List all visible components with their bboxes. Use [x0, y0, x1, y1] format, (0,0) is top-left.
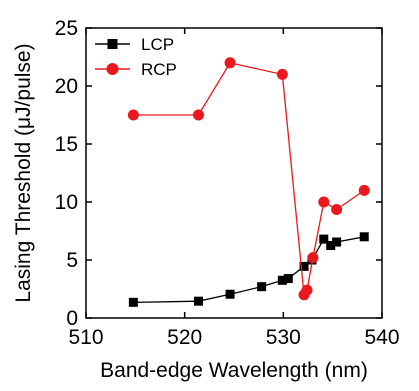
data-point-lcp — [128, 297, 138, 307]
y-tick-label: 0 — [66, 307, 78, 330]
y-tick-label: 5 — [66, 249, 78, 272]
data-point-lcp — [332, 237, 342, 247]
data-point-rcp — [358, 184, 370, 196]
data-point-rcp — [192, 109, 204, 121]
y-tick-label: 10 — [55, 191, 78, 214]
data-point-rcp — [224, 57, 236, 69]
y-axis-label: Lasing Threshold (μJ/pulse) — [12, 43, 35, 302]
data-point-lcp — [326, 241, 336, 250]
x-tick-label: 510 — [68, 326, 103, 349]
data-point-rcp — [276, 68, 288, 80]
data-point-lcp — [193, 296, 203, 306]
legend: LCP RCP — [95, 35, 177, 79]
x-axis-label: Band-edge Wavelength (nm) — [100, 359, 368, 382]
plot-frame — [85, 27, 383, 319]
data-point-lcp — [283, 274, 293, 284]
legend-label-lcp: LCP — [141, 35, 174, 54]
data-point-rcp — [307, 252, 319, 264]
series-lcp — [128, 232, 369, 307]
data-point-rcp — [301, 284, 313, 296]
series-layer — [127, 57, 370, 307]
x-tick-label: 540 — [364, 326, 399, 349]
data-point-lcp — [257, 282, 267, 292]
data-point-lcp — [225, 289, 235, 299]
y-tick-label: 25 — [55, 17, 78, 40]
data-point-lcp — [299, 261, 309, 271]
data-point-rcp — [331, 204, 343, 216]
data-point-lcp — [319, 234, 329, 244]
data-point-rcp — [318, 196, 330, 208]
y-tick-label: 15 — [55, 133, 78, 156]
series-line-rcp — [133, 62, 365, 297]
data-point-lcp — [277, 275, 287, 285]
x-tick-label: 530 — [266, 326, 301, 349]
data-point-rcp — [127, 109, 139, 121]
legend-marker-lcp — [107, 39, 118, 49]
data-point-lcp — [359, 232, 369, 242]
plot-axes — [85, 27, 383, 319]
legend-marker-rcp — [106, 63, 119, 75]
x-tick-label: 520 — [167, 326, 202, 349]
y-tick-label: 20 — [55, 75, 78, 98]
series-rcp — [127, 57, 370, 301]
legend-label-rcp: RCP — [141, 60, 177, 79]
